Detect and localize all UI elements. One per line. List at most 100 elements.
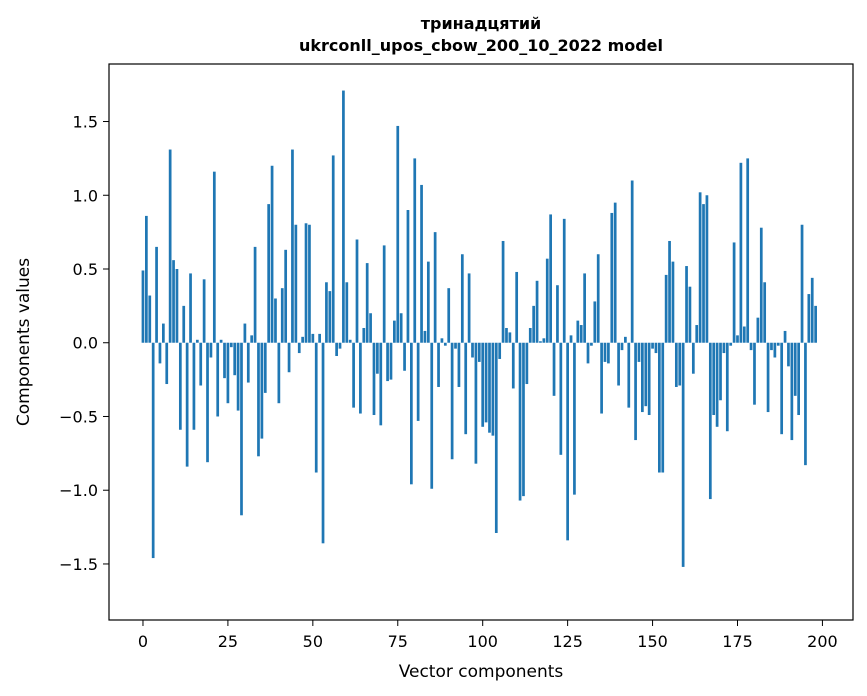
bar-15 bbox=[192, 342, 196, 430]
bar-190 bbox=[787, 342, 790, 367]
bar-73 bbox=[389, 342, 393, 380]
chart-title-line2: ukrconll_upos_cbow_200_10_2022 model bbox=[299, 36, 663, 55]
bar-104 bbox=[494, 342, 498, 533]
bar-184 bbox=[766, 342, 770, 413]
bar-169 bbox=[715, 342, 719, 427]
bar-156 bbox=[671, 261, 675, 343]
bar-25 bbox=[226, 342, 230, 404]
bar-40 bbox=[277, 342, 281, 404]
bar-35 bbox=[260, 342, 264, 439]
bar-89 bbox=[443, 342, 447, 346]
bar-180 bbox=[753, 342, 756, 405]
bar-142 bbox=[624, 336, 627, 343]
x-tick-label: 50 bbox=[303, 632, 323, 651]
bar-194 bbox=[800, 224, 804, 343]
y-tick-label: −0.5 bbox=[59, 407, 98, 426]
bar-49 bbox=[308, 224, 311, 343]
bar-197 bbox=[810, 277, 814, 343]
bar-153 bbox=[661, 342, 665, 473]
y-tick-label: 0.0 bbox=[73, 334, 98, 353]
bar-117 bbox=[539, 341, 542, 343]
bar-115 bbox=[532, 305, 536, 343]
y-axis-label: Components values bbox=[14, 258, 34, 426]
bar-189 bbox=[783, 330, 787, 343]
bar-4 bbox=[155, 246, 158, 343]
bar-66 bbox=[365, 263, 369, 343]
bar-47 bbox=[301, 336, 304, 343]
bar-137 bbox=[607, 342, 610, 364]
x-axis-ticks: 0 25 50 75 100 125 150 175 200 bbox=[138, 620, 838, 651]
bar-53 bbox=[321, 342, 325, 544]
y-tick-label: 1.5 bbox=[73, 113, 98, 132]
bar-80 bbox=[413, 158, 417, 343]
bar-83 bbox=[423, 330, 427, 343]
bar-45 bbox=[294, 224, 298, 343]
bar-62 bbox=[352, 342, 355, 408]
bar-series bbox=[141, 90, 817, 567]
x-tick-label: 75 bbox=[388, 632, 408, 651]
bar-166 bbox=[705, 195, 709, 343]
bar-61 bbox=[348, 339, 352, 343]
bar-100 bbox=[481, 342, 485, 427]
bar-136 bbox=[603, 342, 607, 362]
bar-179 bbox=[749, 342, 753, 351]
bar-111 bbox=[518, 342, 522, 501]
bar-157 bbox=[674, 342, 678, 387]
bar-48 bbox=[304, 223, 308, 343]
bar-125 bbox=[566, 342, 569, 541]
bar-7 bbox=[165, 342, 169, 385]
bar-160 bbox=[685, 266, 688, 343]
bar-74 bbox=[393, 320, 396, 343]
bar-126 bbox=[569, 335, 573, 343]
bar-123 bbox=[559, 342, 563, 455]
bar-130 bbox=[583, 273, 586, 343]
bar-177 bbox=[742, 326, 746, 343]
bar-58 bbox=[338, 342, 342, 349]
chart-title-line1: тринадцятий bbox=[421, 14, 542, 33]
bar-127 bbox=[573, 342, 576, 495]
bar-78 bbox=[406, 210, 410, 343]
bar-22 bbox=[216, 342, 220, 417]
bar-19 bbox=[206, 342, 209, 463]
bar-182 bbox=[759, 227, 763, 343]
bar-30 bbox=[243, 323, 247, 343]
bar-165 bbox=[702, 204, 705, 343]
bar-3 bbox=[151, 342, 155, 559]
bar-90 bbox=[447, 288, 451, 343]
bar-56 bbox=[331, 155, 335, 343]
x-tick-label: 125 bbox=[552, 632, 583, 651]
bar-59 bbox=[342, 90, 345, 343]
bar-175 bbox=[736, 335, 739, 343]
bar-32 bbox=[250, 335, 254, 343]
bar-133 bbox=[593, 301, 597, 343]
bar-65 bbox=[362, 327, 366, 343]
bar-54 bbox=[325, 282, 328, 343]
bar-1 bbox=[145, 215, 148, 343]
bar-36 bbox=[263, 342, 267, 393]
bar-55 bbox=[328, 291, 332, 343]
bar-70 bbox=[379, 342, 383, 426]
bar-124 bbox=[562, 218, 566, 343]
bar-86 bbox=[433, 232, 437, 343]
bar-149 bbox=[647, 342, 651, 416]
bar-191 bbox=[790, 342, 794, 441]
bar-171 bbox=[722, 342, 726, 354]
bar-9 bbox=[172, 260, 175, 343]
bar-52 bbox=[318, 333, 321, 343]
bar-67 bbox=[369, 313, 372, 343]
bar-42 bbox=[284, 249, 288, 343]
bar-94 bbox=[460, 254, 464, 343]
bar-69 bbox=[376, 342, 379, 374]
bar-162 bbox=[691, 342, 695, 374]
bar-143 bbox=[627, 342, 631, 408]
bar-50 bbox=[311, 333, 315, 343]
bar-16 bbox=[195, 339, 199, 343]
bar-181 bbox=[756, 317, 760, 343]
bar-20 bbox=[209, 342, 213, 358]
bar-152 bbox=[658, 342, 661, 473]
bar-79 bbox=[410, 342, 413, 485]
bar-87 bbox=[437, 342, 440, 387]
bar-132 bbox=[590, 342, 593, 346]
x-tick-label: 0 bbox=[138, 632, 148, 651]
bar-114 bbox=[528, 327, 532, 343]
